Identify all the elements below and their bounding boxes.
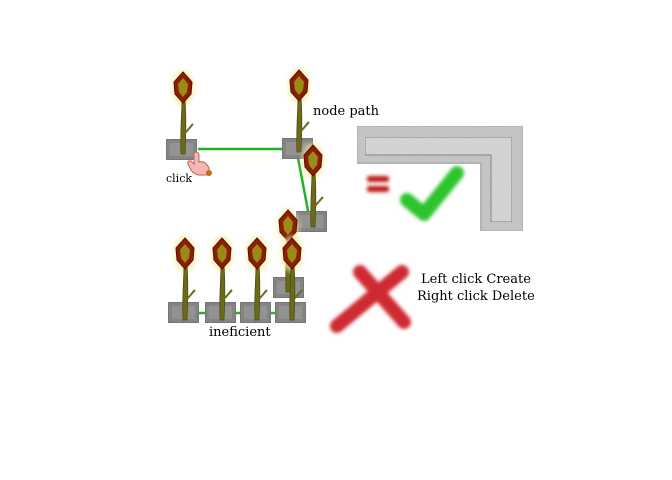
hand-cursor-icon [187,151,212,176]
checkmark-icon [400,166,464,221]
left-click-label: Left click Create [421,272,531,287]
equals-icon [367,176,389,192]
click-label: click [166,172,193,185]
ineficient-label: ineficient [209,325,271,340]
cross-icon [330,265,411,333]
node-link [296,157,311,217]
stone-path-icon [356,125,524,232]
right-click-label: Right click Delete [417,289,535,304]
node-path-label: node path [313,104,380,119]
